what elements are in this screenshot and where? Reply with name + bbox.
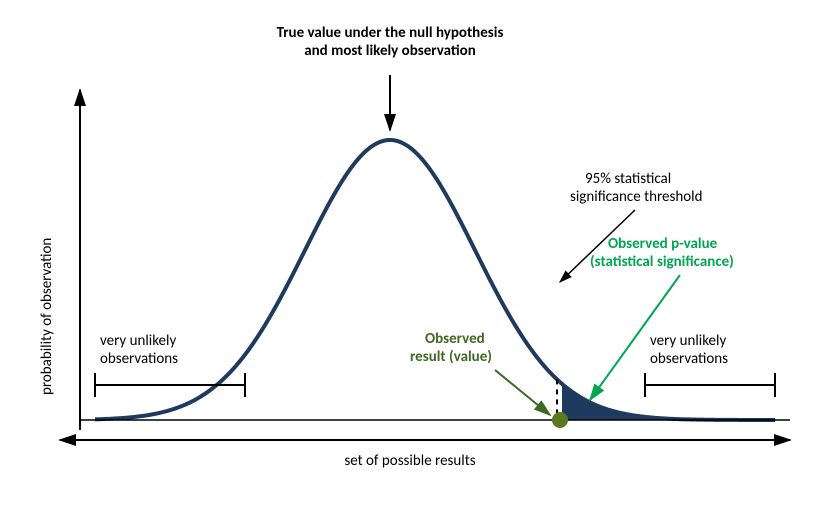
diagram-root: True value under the null hypothesis and… — [0, 0, 817, 510]
y-axis-label: probability of observation — [38, 238, 56, 395]
right-unlikely-l2: observations — [650, 350, 728, 368]
left-unlikely-l2: observations — [100, 350, 178, 368]
distribution-curve — [95, 140, 775, 420]
right-bracket — [645, 373, 775, 397]
threshold-label-l1: 95% statistical — [585, 170, 671, 188]
title-line1: True value under the null hypothesis — [250, 24, 530, 42]
threshold-label-l2: significance threshold — [570, 188, 703, 206]
left-unlikely-l1: very unlikely — [100, 332, 176, 350]
left-bracket — [95, 373, 245, 397]
title-line2: and most likely observation — [250, 42, 530, 60]
observed-arrow — [495, 370, 550, 415]
observed-label-l2: result (value) — [410, 348, 492, 366]
observed-label-l1: Observed — [425, 330, 485, 348]
p-value-region — [562, 384, 775, 420]
observed-point — [552, 412, 568, 428]
pvalue-label-l1: Observed p-value — [608, 235, 717, 253]
pvalue-label-l2: (statistical significance) — [590, 253, 734, 271]
right-unlikely-l1: very unlikely — [650, 332, 726, 350]
x-axis-label: set of possible results — [300, 452, 520, 470]
